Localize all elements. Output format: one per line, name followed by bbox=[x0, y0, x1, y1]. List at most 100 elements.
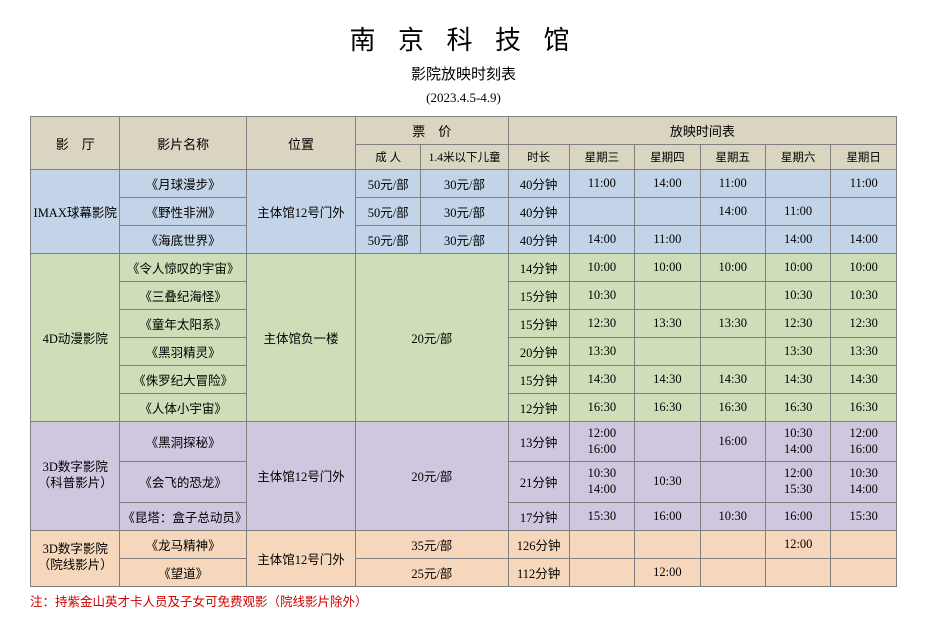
time-cell: 10:30 bbox=[569, 282, 634, 310]
price-child-cell: 30元/部 bbox=[421, 198, 508, 226]
time-cell: 16:30 bbox=[831, 394, 897, 422]
duration-cell: 40分钟 bbox=[508, 226, 569, 254]
time-cell: 12:00 bbox=[765, 530, 830, 558]
time-cell bbox=[700, 462, 765, 502]
duration-cell: 17分钟 bbox=[508, 502, 569, 530]
price-cell: 35元/部 bbox=[355, 530, 508, 558]
film-cell: 《野性非洲》 bbox=[120, 198, 247, 226]
hdr-schedule: 放映时间表 bbox=[508, 117, 896, 145]
film-cell: 《会飞的恐龙》 bbox=[120, 462, 247, 502]
time-cell bbox=[700, 282, 765, 310]
duration-cell: 40分钟 bbox=[508, 198, 569, 226]
film-cell: 《令人惊叹的宇宙》 bbox=[120, 254, 247, 282]
table-row: 《海底世界》50元/部30元/部40分钟14:0011:0014:0014:00 bbox=[31, 226, 897, 254]
time-cell: 10:30 bbox=[831, 282, 897, 310]
hdr-day-thu: 星期四 bbox=[635, 145, 700, 170]
time-cell bbox=[700, 226, 765, 254]
page-title: 南 京 科 技 馆 bbox=[30, 20, 897, 57]
time-cell: 16:30 bbox=[569, 394, 634, 422]
schedule-table: 影 厅 影片名称 位置 票 价 放映时间表 成 人 1.4米以下儿童 时长 星期… bbox=[30, 116, 897, 587]
time-cell: 10:3014:00 bbox=[765, 422, 830, 462]
time-cell: 10:30 bbox=[635, 462, 700, 502]
table-row: 4D动漫影院《令人惊叹的宇宙》主体馆负一楼20元/部14分钟10:0010:00… bbox=[31, 254, 897, 282]
price-child-cell: 30元/部 bbox=[421, 170, 508, 198]
time-cell: 16:00 bbox=[635, 502, 700, 530]
time-cell: 10:00 bbox=[700, 254, 765, 282]
time-cell: 11:00 bbox=[700, 170, 765, 198]
time-cell: 11:00 bbox=[569, 170, 634, 198]
time-cell: 14:00 bbox=[700, 198, 765, 226]
page-subtitle: 影院放映时刻表 bbox=[30, 63, 897, 84]
time-cell bbox=[700, 558, 765, 586]
time-cell bbox=[569, 198, 634, 226]
time-cell: 10:00 bbox=[831, 254, 897, 282]
film-cell: 《望道》 bbox=[120, 558, 247, 586]
duration-cell: 15分钟 bbox=[508, 310, 569, 338]
hdr-day-sat: 星期六 bbox=[765, 145, 830, 170]
time-cell: 10:30 bbox=[700, 502, 765, 530]
location-cell: 主体馆12号门外 bbox=[246, 170, 355, 254]
time-cell: 14:30 bbox=[831, 366, 897, 394]
time-cell bbox=[569, 530, 634, 558]
time-cell: 10:00 bbox=[765, 254, 830, 282]
film-cell: 《童年太阳系》 bbox=[120, 310, 247, 338]
time-cell bbox=[765, 170, 830, 198]
hdr-day-fri: 星期五 bbox=[700, 145, 765, 170]
time-cell: 13:30 bbox=[700, 310, 765, 338]
duration-cell: 15分钟 bbox=[508, 282, 569, 310]
hdr-price: 票 价 bbox=[355, 117, 508, 145]
time-cell: 13:30 bbox=[831, 338, 897, 366]
hall-cell: IMAX球幕影院 bbox=[31, 170, 120, 254]
time-cell bbox=[831, 530, 897, 558]
time-cell bbox=[635, 530, 700, 558]
hdr-duration: 时长 bbox=[508, 145, 569, 170]
price-child-cell: 30元/部 bbox=[421, 226, 508, 254]
time-cell: 12:00 bbox=[635, 558, 700, 586]
film-cell: 《侏罗纪大冒险》 bbox=[120, 366, 247, 394]
time-cell bbox=[569, 558, 634, 586]
time-cell: 10:3014:00 bbox=[569, 462, 634, 502]
footnote: 注：持紫金山英才卡人员及子女可免费观影（院线影片除外） bbox=[30, 591, 897, 610]
film-cell: 《龙马精神》 bbox=[120, 530, 247, 558]
duration-cell: 112分钟 bbox=[508, 558, 569, 586]
time-cell: 16:30 bbox=[700, 394, 765, 422]
time-cell: 12:30 bbox=[569, 310, 634, 338]
time-cell: 12:0016:00 bbox=[831, 422, 897, 462]
hdr-child: 1.4米以下儿童 bbox=[421, 145, 508, 170]
film-cell: 《黑洞探秘》 bbox=[120, 422, 247, 462]
duration-cell: 12分钟 bbox=[508, 394, 569, 422]
time-cell: 13:30 bbox=[765, 338, 830, 366]
time-cell: 16:30 bbox=[765, 394, 830, 422]
film-cell: 《海底世界》 bbox=[120, 226, 247, 254]
location-cell: 主体馆12号门外 bbox=[246, 530, 355, 586]
duration-cell: 40分钟 bbox=[508, 170, 569, 198]
time-cell: 10:00 bbox=[569, 254, 634, 282]
time-cell: 10:30 bbox=[765, 282, 830, 310]
time-cell: 12:0015:30 bbox=[765, 462, 830, 502]
time-cell bbox=[635, 282, 700, 310]
time-cell: 10:00 bbox=[635, 254, 700, 282]
time-cell bbox=[831, 198, 897, 226]
duration-cell: 21分钟 bbox=[508, 462, 569, 502]
duration-cell: 126分钟 bbox=[508, 530, 569, 558]
table-row: 3D数字影院（科普影片）《黑洞探秘》主体馆12号门外20元/部13分钟12:00… bbox=[31, 422, 897, 462]
time-cell: 13:30 bbox=[569, 338, 634, 366]
duration-cell: 20分钟 bbox=[508, 338, 569, 366]
time-cell: 12:0016:00 bbox=[569, 422, 634, 462]
hdr-film: 影片名称 bbox=[120, 117, 247, 170]
film-cell: 《昆塔：盒子总动员》 bbox=[120, 502, 247, 530]
time-cell bbox=[635, 422, 700, 462]
price-cell: 20元/部 bbox=[355, 422, 508, 531]
table-header: 影 厅 影片名称 位置 票 价 放映时间表 成 人 1.4米以下儿童 时长 星期… bbox=[31, 117, 897, 170]
duration-cell: 15分钟 bbox=[508, 366, 569, 394]
time-cell: 11:00 bbox=[635, 226, 700, 254]
hall-cell: 4D动漫影院 bbox=[31, 254, 120, 422]
time-cell bbox=[831, 558, 897, 586]
duration-cell: 14分钟 bbox=[508, 254, 569, 282]
time-cell: 15:30 bbox=[831, 502, 897, 530]
film-cell: 《人体小宇宙》 bbox=[120, 394, 247, 422]
hdr-day-wed: 星期三 bbox=[569, 145, 634, 170]
price-adult-cell: 50元/部 bbox=[355, 170, 420, 198]
location-cell: 主体馆12号门外 bbox=[246, 422, 355, 531]
hdr-day-sun: 星期日 bbox=[831, 145, 897, 170]
